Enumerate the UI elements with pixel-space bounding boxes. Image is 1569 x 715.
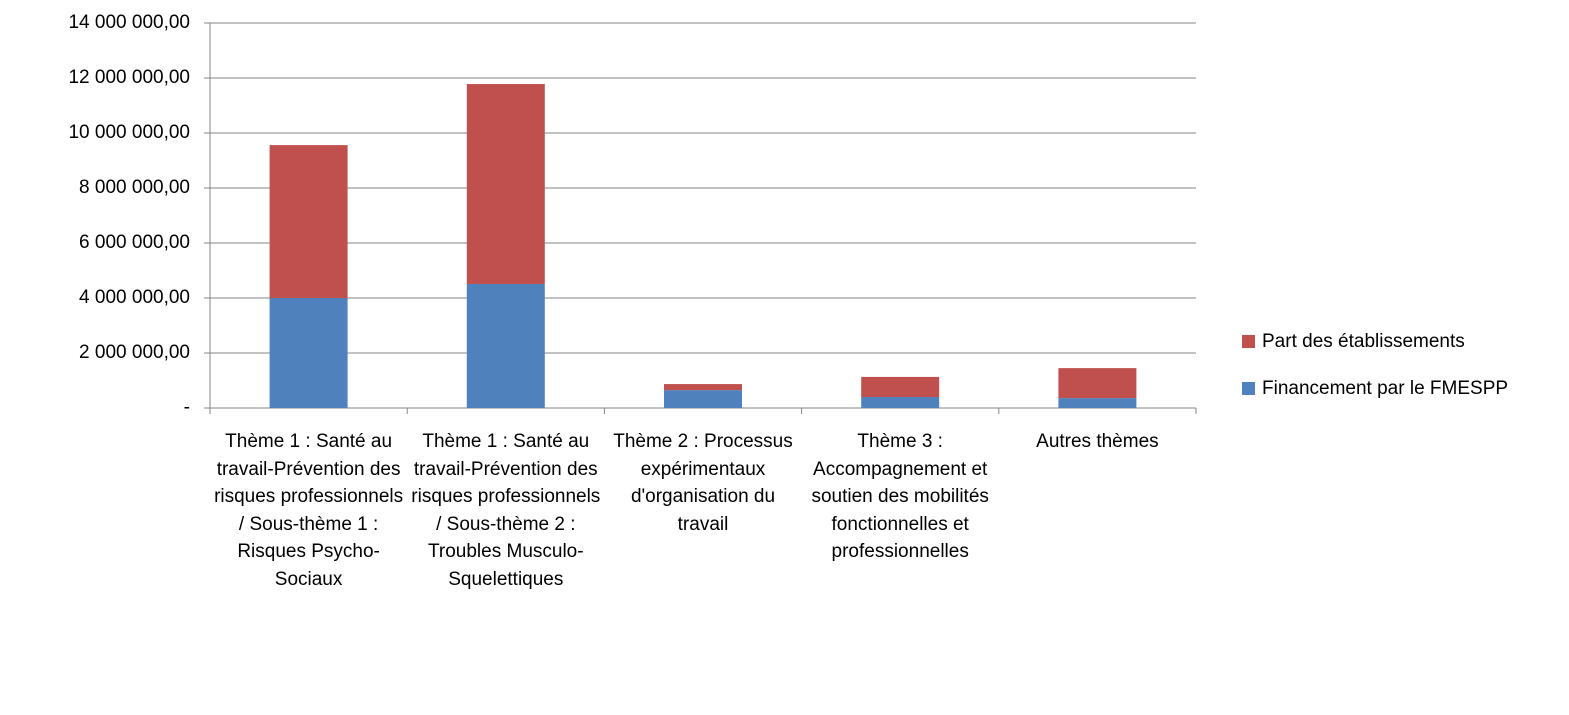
bar-segment <box>664 390 742 408</box>
legend-label: Financement par le FMESPP <box>1262 378 1508 399</box>
bar-segment <box>269 298 348 408</box>
bar-segment <box>1058 368 1137 399</box>
bar-segment <box>466 283 545 408</box>
bar-segment <box>664 384 742 391</box>
x-tick-label: Thème 2 : Processus expérimentaux d'orga… <box>613 431 793 535</box>
legend-swatch <box>1242 382 1255 395</box>
y-tick-label: 10 000 000,00 <box>68 122 190 143</box>
x-tick-label: Thème 1 : Santé au travail-Prévention de… <box>411 431 601 590</box>
legend-swatch <box>1242 335 1255 348</box>
bar-segment <box>1058 398 1137 408</box>
bar-segment <box>269 145 348 298</box>
bar-segment <box>861 397 940 408</box>
x-tick-label: Thème 3 : Accompagnement et soutien des … <box>811 431 989 562</box>
bar-segment <box>861 376 940 397</box>
y-tick-label: 8 000 000,00 <box>79 177 190 198</box>
x-tick-label: Thème 1 : Santé au travail-Prévention de… <box>214 431 404 590</box>
y-tick-label: 4 000 000,00 <box>79 287 190 308</box>
y-tick-label: 2 000 000,00 <box>79 342 190 363</box>
x-tick-label: Autres thèmes <box>1036 431 1159 452</box>
y-tick-label: 14 000 000,00 <box>68 12 190 33</box>
y-tick-label: 12 000 000,00 <box>68 67 190 88</box>
legend-label: Part des établissements <box>1262 331 1465 352</box>
y-tick-label: - <box>184 397 190 418</box>
y-tick-label: 6 000 000,00 <box>79 232 190 253</box>
bar-segment <box>466 84 545 284</box>
